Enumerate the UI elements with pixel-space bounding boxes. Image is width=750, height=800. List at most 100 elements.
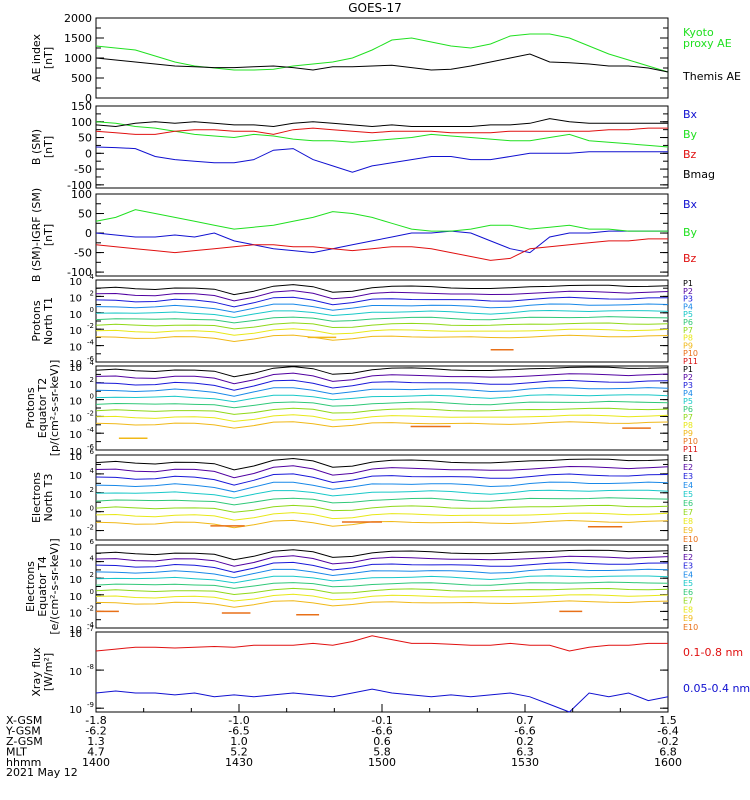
series-line-p2 — [95, 372, 669, 385]
x-tick-label: -1.0 — [228, 714, 249, 727]
x-tick-label: 1600 — [654, 756, 682, 769]
y-tick-label: 50 — [78, 132, 92, 145]
legend-label-e9: E9 — [683, 614, 693, 623]
x-tick-label: 1.0 — [230, 735, 248, 748]
y-tick-label: 10 — [69, 509, 82, 520]
x-tick-label: 0.2 — [516, 735, 534, 748]
y-tick-label: 10 — [69, 592, 82, 603]
y-tick-label: 10 — [69, 608, 82, 619]
y-axis-title: [W/m²] — [42, 653, 55, 691]
legend-label-p1: P1 — [683, 365, 693, 374]
x-tick-label: -0.1 — [371, 714, 392, 727]
y-tick-label: 10 — [69, 310, 82, 321]
y-tick-label: 10 — [69, 452, 82, 463]
legend-label: By — [683, 128, 698, 141]
y-axis-title: Protons — [30, 300, 43, 341]
y-tick-exponent: 2 — [90, 289, 94, 297]
y-tick-exponent: 2 — [90, 376, 94, 384]
legend-label-e7: E7 — [683, 508, 693, 517]
series-line-p9 — [95, 421, 669, 429]
y-tick-exponent: -4 — [87, 426, 95, 434]
y-tick-label: 10 — [69, 559, 82, 570]
y-tick-label: 10 — [69, 471, 82, 482]
y-tick-label: 10 — [69, 343, 82, 354]
x-row-label: MLT — [6, 746, 27, 759]
x-tick-label: 5.8 — [373, 746, 391, 759]
y-tick-label: -100 — [67, 179, 92, 192]
series-line-p4 — [95, 303, 669, 313]
y-tick-exponent: -2 — [87, 322, 94, 330]
legend-label-e8: E8 — [683, 605, 693, 614]
legend-label-e3: E3 — [683, 472, 693, 481]
y-tick-label: 10 — [69, 363, 82, 374]
y-axis-title: Xray flux — [30, 647, 43, 697]
y-tick-exponent: 4 — [90, 359, 95, 367]
series-line-e4 — [95, 568, 669, 579]
y-tick-exponent: -4 — [87, 339, 95, 347]
y-tick-label: 150 — [71, 100, 92, 113]
series-line-e7 — [95, 504, 669, 513]
series-line-e1 — [95, 549, 669, 561]
series-line-p8 — [95, 414, 669, 422]
legend-label-e5: E5 — [683, 490, 693, 499]
y-tick-exponent: 4 — [90, 467, 95, 475]
x-tick-label: 6.8 — [659, 746, 677, 759]
series-line-e5 — [95, 575, 669, 584]
series-line-e9 — [95, 600, 669, 608]
y-tick-label: -50 — [74, 247, 92, 260]
y-axis-title: Equator T4 — [36, 556, 49, 616]
y-tick-exponent: 4 — [90, 273, 95, 281]
legend-label: Themis AE — [682, 70, 741, 83]
y-tick-label: 10 — [69, 575, 82, 586]
x-tick-label: -1.8 — [85, 714, 106, 727]
legend-label-p5: P5 — [683, 397, 693, 406]
legend-label-e4: E4 — [683, 481, 693, 490]
legend-label-p11: P11 — [683, 357, 698, 366]
series-line-p1 — [95, 366, 669, 378]
x-tick-label: 0.7 — [516, 714, 534, 727]
x-row-label: Z-GSM — [6, 735, 43, 748]
series-line-e4 — [95, 481, 669, 493]
y-tick-label: 10 — [69, 326, 82, 337]
y-tick-exponent: -2 — [87, 409, 94, 417]
y-axis-title: Electrons — [30, 472, 43, 523]
y-tick-exponent: 2 — [90, 486, 94, 494]
y-tick-label: 100 — [71, 188, 92, 201]
panel-bsm: 150 100 50 0 -50 -100 B (SM) [nT] Bx By Bz Bmag — [30, 100, 715, 192]
y-tick-exponent: -6 — [87, 443, 95, 451]
legend-label-e6: E6 — [683, 499, 693, 508]
y-tick-label: 100 — [71, 116, 92, 129]
x-tick-label: -6.6 — [371, 725, 392, 738]
x-tick-label: 0.6 — [373, 735, 391, 748]
series-line-bz — [95, 238, 668, 261]
y-tick-label: 10 — [69, 397, 82, 408]
legend-label-p4: P4 — [683, 302, 693, 311]
series-line-kyoto-proxy-ae — [95, 33, 669, 73]
legend-label-p10: P10 — [683, 437, 698, 446]
legend-label-e1: E1 — [683, 454, 693, 463]
panel-frame — [95, 105, 669, 189]
legend-label-p4: P4 — [683, 389, 693, 398]
series-line-p5 — [95, 309, 669, 319]
legend-label-e7: E7 — [683, 597, 693, 606]
series-line-p6 — [95, 400, 669, 409]
panel-p-eq: 10 4 10 2 10 0 10 -2 10 -4 10 -6 Protons Equator T2 [p… — [24, 359, 698, 458]
y-axis-title: North T3 — [42, 474, 55, 522]
y-tick-exponent: 6 — [90, 538, 95, 546]
series-line-bx — [95, 146, 668, 173]
series-line-e3 — [95, 561, 669, 573]
y-axis-title: [nT] — [42, 47, 55, 69]
y-tick-exponent: 4 — [90, 555, 95, 563]
y-tick-exponent: -9 — [87, 701, 94, 709]
y-tick-label: 10 — [69, 380, 82, 391]
y-tick-label: 10 — [69, 629, 82, 640]
y-tick-label: 2000 — [64, 12, 92, 25]
legend-label-e6: E6 — [683, 588, 693, 597]
y-tick-exponent: -4 — [87, 621, 95, 629]
legend-label: proxy AE — [683, 37, 732, 50]
y-axis-title: Protons — [24, 387, 37, 428]
x-tick-label: 1500 — [368, 756, 396, 769]
series-line-e5 — [95, 489, 669, 499]
series-line-by — [95, 209, 668, 232]
